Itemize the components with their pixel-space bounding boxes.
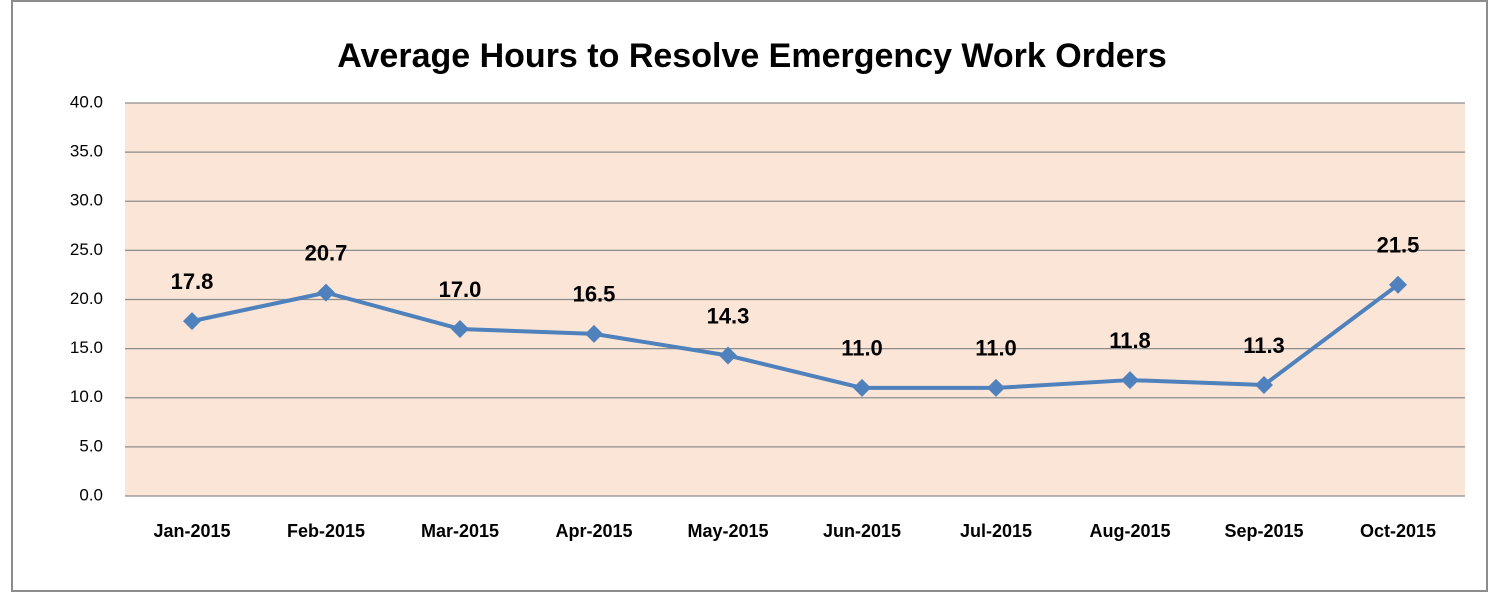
x-tick-label: Jan-2015 xyxy=(153,521,230,541)
data-marker xyxy=(719,346,737,365)
y-tick-label: 35.0 xyxy=(70,142,103,161)
x-tick-label: Jul-2015 xyxy=(960,521,1032,541)
data-marker xyxy=(451,319,469,338)
data-marker xyxy=(1121,371,1139,390)
x-tick-label: Aug-2015 xyxy=(1089,521,1170,541)
y-tick-label: 0.0 xyxy=(79,485,103,504)
x-tick-label: Mar-2015 xyxy=(421,521,499,541)
x-tick-label: Jun-2015 xyxy=(823,521,901,541)
data-label: 14.3 xyxy=(707,303,750,328)
data-marker xyxy=(585,324,603,343)
data-label: 17.0 xyxy=(439,277,482,302)
x-tick-label: May-2015 xyxy=(687,521,768,541)
y-tick-label: 25.0 xyxy=(70,240,103,259)
data-marker xyxy=(1255,375,1273,394)
data-label: 11.0 xyxy=(975,336,1017,361)
data-marker xyxy=(987,378,1005,397)
x-tick-label: Oct-2015 xyxy=(1360,521,1436,541)
data-label: 11.3 xyxy=(1243,333,1285,358)
data-label: 21.5 xyxy=(1377,233,1420,258)
data-marker xyxy=(317,283,335,302)
y-tick-label: 40.0 xyxy=(70,92,103,111)
x-tick-label: Sep-2015 xyxy=(1224,521,1303,541)
x-tick-label: Apr-2015 xyxy=(555,521,632,541)
data-line xyxy=(191,283,1400,390)
data-label: 20.7 xyxy=(305,240,348,265)
data-marker xyxy=(1389,275,1407,294)
data-marker xyxy=(853,378,871,397)
data-label: 16.5 xyxy=(573,282,616,307)
y-tick-label: 10.0 xyxy=(70,387,103,406)
data-label: 17.8 xyxy=(171,269,214,294)
y-tick-label: 30.0 xyxy=(70,191,103,210)
y-tick-label: 5.0 xyxy=(79,436,103,455)
y-tick-label: 15.0 xyxy=(70,338,103,357)
data-marker xyxy=(183,312,201,331)
x-tick-label: Feb-2015 xyxy=(287,521,365,541)
data-label: 11.8 xyxy=(1109,328,1151,353)
y-tick-label: 20.0 xyxy=(70,289,103,308)
chart-title: Average Hours to Resolve Emergency Work … xyxy=(337,37,1167,75)
data-label: 11.0 xyxy=(841,336,883,361)
